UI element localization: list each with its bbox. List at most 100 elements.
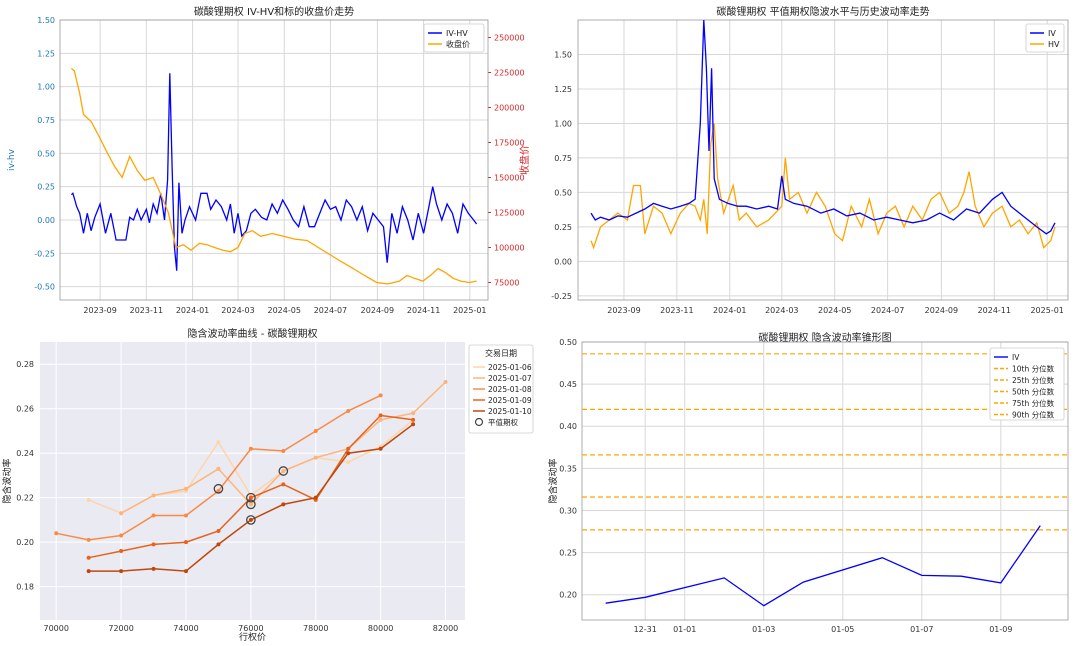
- chart3-data-point: [378, 417, 383, 422]
- chart1-ylabel: iv-hv: [7, 148, 17, 171]
- chart4-xtick-label: 01-09: [989, 625, 1012, 634]
- chart2-xtick-label: 2024-01: [713, 306, 746, 315]
- chart4-legend-box: [989, 347, 1065, 421]
- chart1-y2tick-label: 225000: [494, 69, 525, 78]
- chart3-legend-label: 2025-01-07: [488, 374, 532, 383]
- chart4-ytick-label: 0.25: [559, 549, 577, 558]
- chart2: 碳酸锂期权 平值期权隐波水平与历史波动率走势 2023-09 2023-11 2024…: [551, 5, 1069, 315]
- chart2-xtick-label: 2025-01: [1030, 306, 1063, 315]
- chart3-data-point: [183, 513, 188, 518]
- chart1-frame: [59, 19, 489, 301]
- chart2-ytick-label: 0.50: [554, 188, 572, 197]
- chart3-data-point: [346, 451, 351, 456]
- chart2-series-line: [590, 19, 1056, 235]
- chart3-data-point: [346, 408, 351, 413]
- chart2-series-line: [590, 123, 1056, 250]
- chart3-data-point: [411, 417, 416, 422]
- chart4-title: 碳酸锂期权 隐含波动率锥形图: [758, 331, 891, 344]
- chart1-ytick-label: 0.25: [37, 183, 55, 192]
- chart3-ytick-label: 0.20: [16, 538, 34, 547]
- chart3-legend-label: 平值期权: [488, 417, 518, 427]
- chart1-y2tick-label: 125000: [494, 209, 525, 218]
- chart3-data-point: [281, 468, 286, 473]
- chart3-data-point: [443, 380, 448, 385]
- chart3-atm-marker: [246, 515, 256, 525]
- chart3-data-point: [119, 549, 124, 554]
- chart3-data-point: [216, 542, 221, 547]
- chart3-data-point: [346, 460, 351, 465]
- chart1-legend-label: 收盘价: [446, 39, 470, 49]
- chart3-data-point: [86, 555, 91, 560]
- chart4-legend-label: 10th 分位数: [1012, 364, 1055, 374]
- chart1-y2label: 收盘价: [518, 145, 531, 175]
- chart1-legend-label: IV-HV: [446, 29, 468, 38]
- chart2-legend-label: IV: [1048, 29, 1056, 38]
- chart3-data-point: [378, 413, 383, 418]
- chart3-data-point: [151, 566, 156, 571]
- chart4-ytick-label: 0.35: [559, 464, 577, 473]
- chart1-ytick-label: 1.00: [37, 83, 55, 92]
- chart3-plot-bg: [40, 342, 465, 620]
- chart3-ytick-label: 0.24: [16, 449, 34, 458]
- chart4-legend-label: 50th 分位数: [1012, 387, 1055, 397]
- chart2-xtick-label: 2024-03: [765, 306, 798, 315]
- chart1-ytick-label: 0.50: [37, 149, 55, 158]
- chart4-ytick-label: 0.30: [559, 506, 577, 515]
- chart2-frame: [577, 19, 1069, 301]
- chart1-xtick-label: 2024-05: [268, 306, 301, 315]
- chart3-data-point: [248, 517, 253, 522]
- chart2-legend-box: [1025, 23, 1065, 53]
- chart4-legend-label: 25th 分位数: [1012, 375, 1055, 385]
- chart1-series-line: [70, 67, 477, 285]
- chart3-data-point: [216, 529, 221, 534]
- chart3-data-point: [216, 466, 221, 471]
- chart4-xtick-label: 01-03: [752, 625, 775, 634]
- chart3-data-point: [183, 540, 188, 545]
- chart1-xtick-label: 2024-11: [407, 306, 440, 315]
- chart3-data-point: [313, 428, 318, 433]
- chart2-xtick-label: 2023-09: [607, 306, 640, 315]
- chart3-data-point: [119, 511, 124, 516]
- chart1-series-line: [70, 73, 478, 271]
- chart4-ylabel: 隐含波动率: [547, 458, 559, 503]
- chart3-data-point: [248, 502, 253, 507]
- chart4-xtick-label: 12-31: [634, 625, 657, 634]
- chart1-xtick-label: 2023-11: [130, 306, 163, 315]
- chart1-y2tick-label: 250000: [494, 34, 525, 43]
- chart3-xlabel: 行权价: [239, 631, 266, 643]
- chart3-data-point: [411, 411, 416, 416]
- chart3-data-point: [411, 422, 416, 427]
- chart3-data-point: [119, 569, 124, 574]
- chart3-data-point: [216, 489, 221, 494]
- chart4-xtick-label: 01-05: [831, 625, 854, 634]
- chart1-title: 碳酸锂期权 IV-HV和标的收盘价走势: [194, 5, 354, 18]
- chart3-data-point: [378, 446, 383, 451]
- chart2-title: 碳酸锂期权 平值期权隐波水平与历史波动率走势: [716, 5, 929, 18]
- chart3-data-point: [281, 448, 286, 453]
- chart3-data-point: [86, 537, 91, 542]
- chart1-ytick-label: 1.25: [37, 49, 55, 58]
- chart2-xtick-label: 2024-11: [978, 306, 1011, 315]
- chart3-ytick-label: 0.22: [16, 494, 34, 503]
- chart3-data-point: [281, 482, 286, 487]
- chart3-xtick-label: 72000: [108, 624, 133, 633]
- chart3-legend-marker: [474, 417, 484, 427]
- chart3-title: 隐含波动率曲线 - 碳酸锂期权: [188, 327, 318, 340]
- chart2-legend-label: HV: [1048, 40, 1060, 49]
- chart3-xtick-label: 74000: [173, 624, 198, 633]
- chart3-atm-marker: [246, 492, 256, 503]
- chart2-xtick-label: 2024-09: [925, 306, 958, 315]
- chart4-legend-label: 75th 分位数: [1012, 398, 1055, 408]
- chart1-xtick-label: 2024-03: [221, 306, 254, 315]
- chart4-ytick-label: 0.50: [559, 338, 577, 347]
- chart2-ytick-label: 1.00: [554, 119, 572, 128]
- chart1-y2tick-label: 200000: [494, 104, 525, 113]
- chart3-atm-marker: [246, 499, 256, 510]
- chart1-y2tick-label: 75000: [494, 279, 519, 288]
- chart1-ytick-label: 1.50: [37, 16, 55, 25]
- chart2-ytick-label: 0.25: [554, 223, 572, 232]
- chart3-data-point: [248, 446, 253, 451]
- chart4-series-line: [605, 525, 1041, 607]
- chart3-data-point: [313, 455, 318, 460]
